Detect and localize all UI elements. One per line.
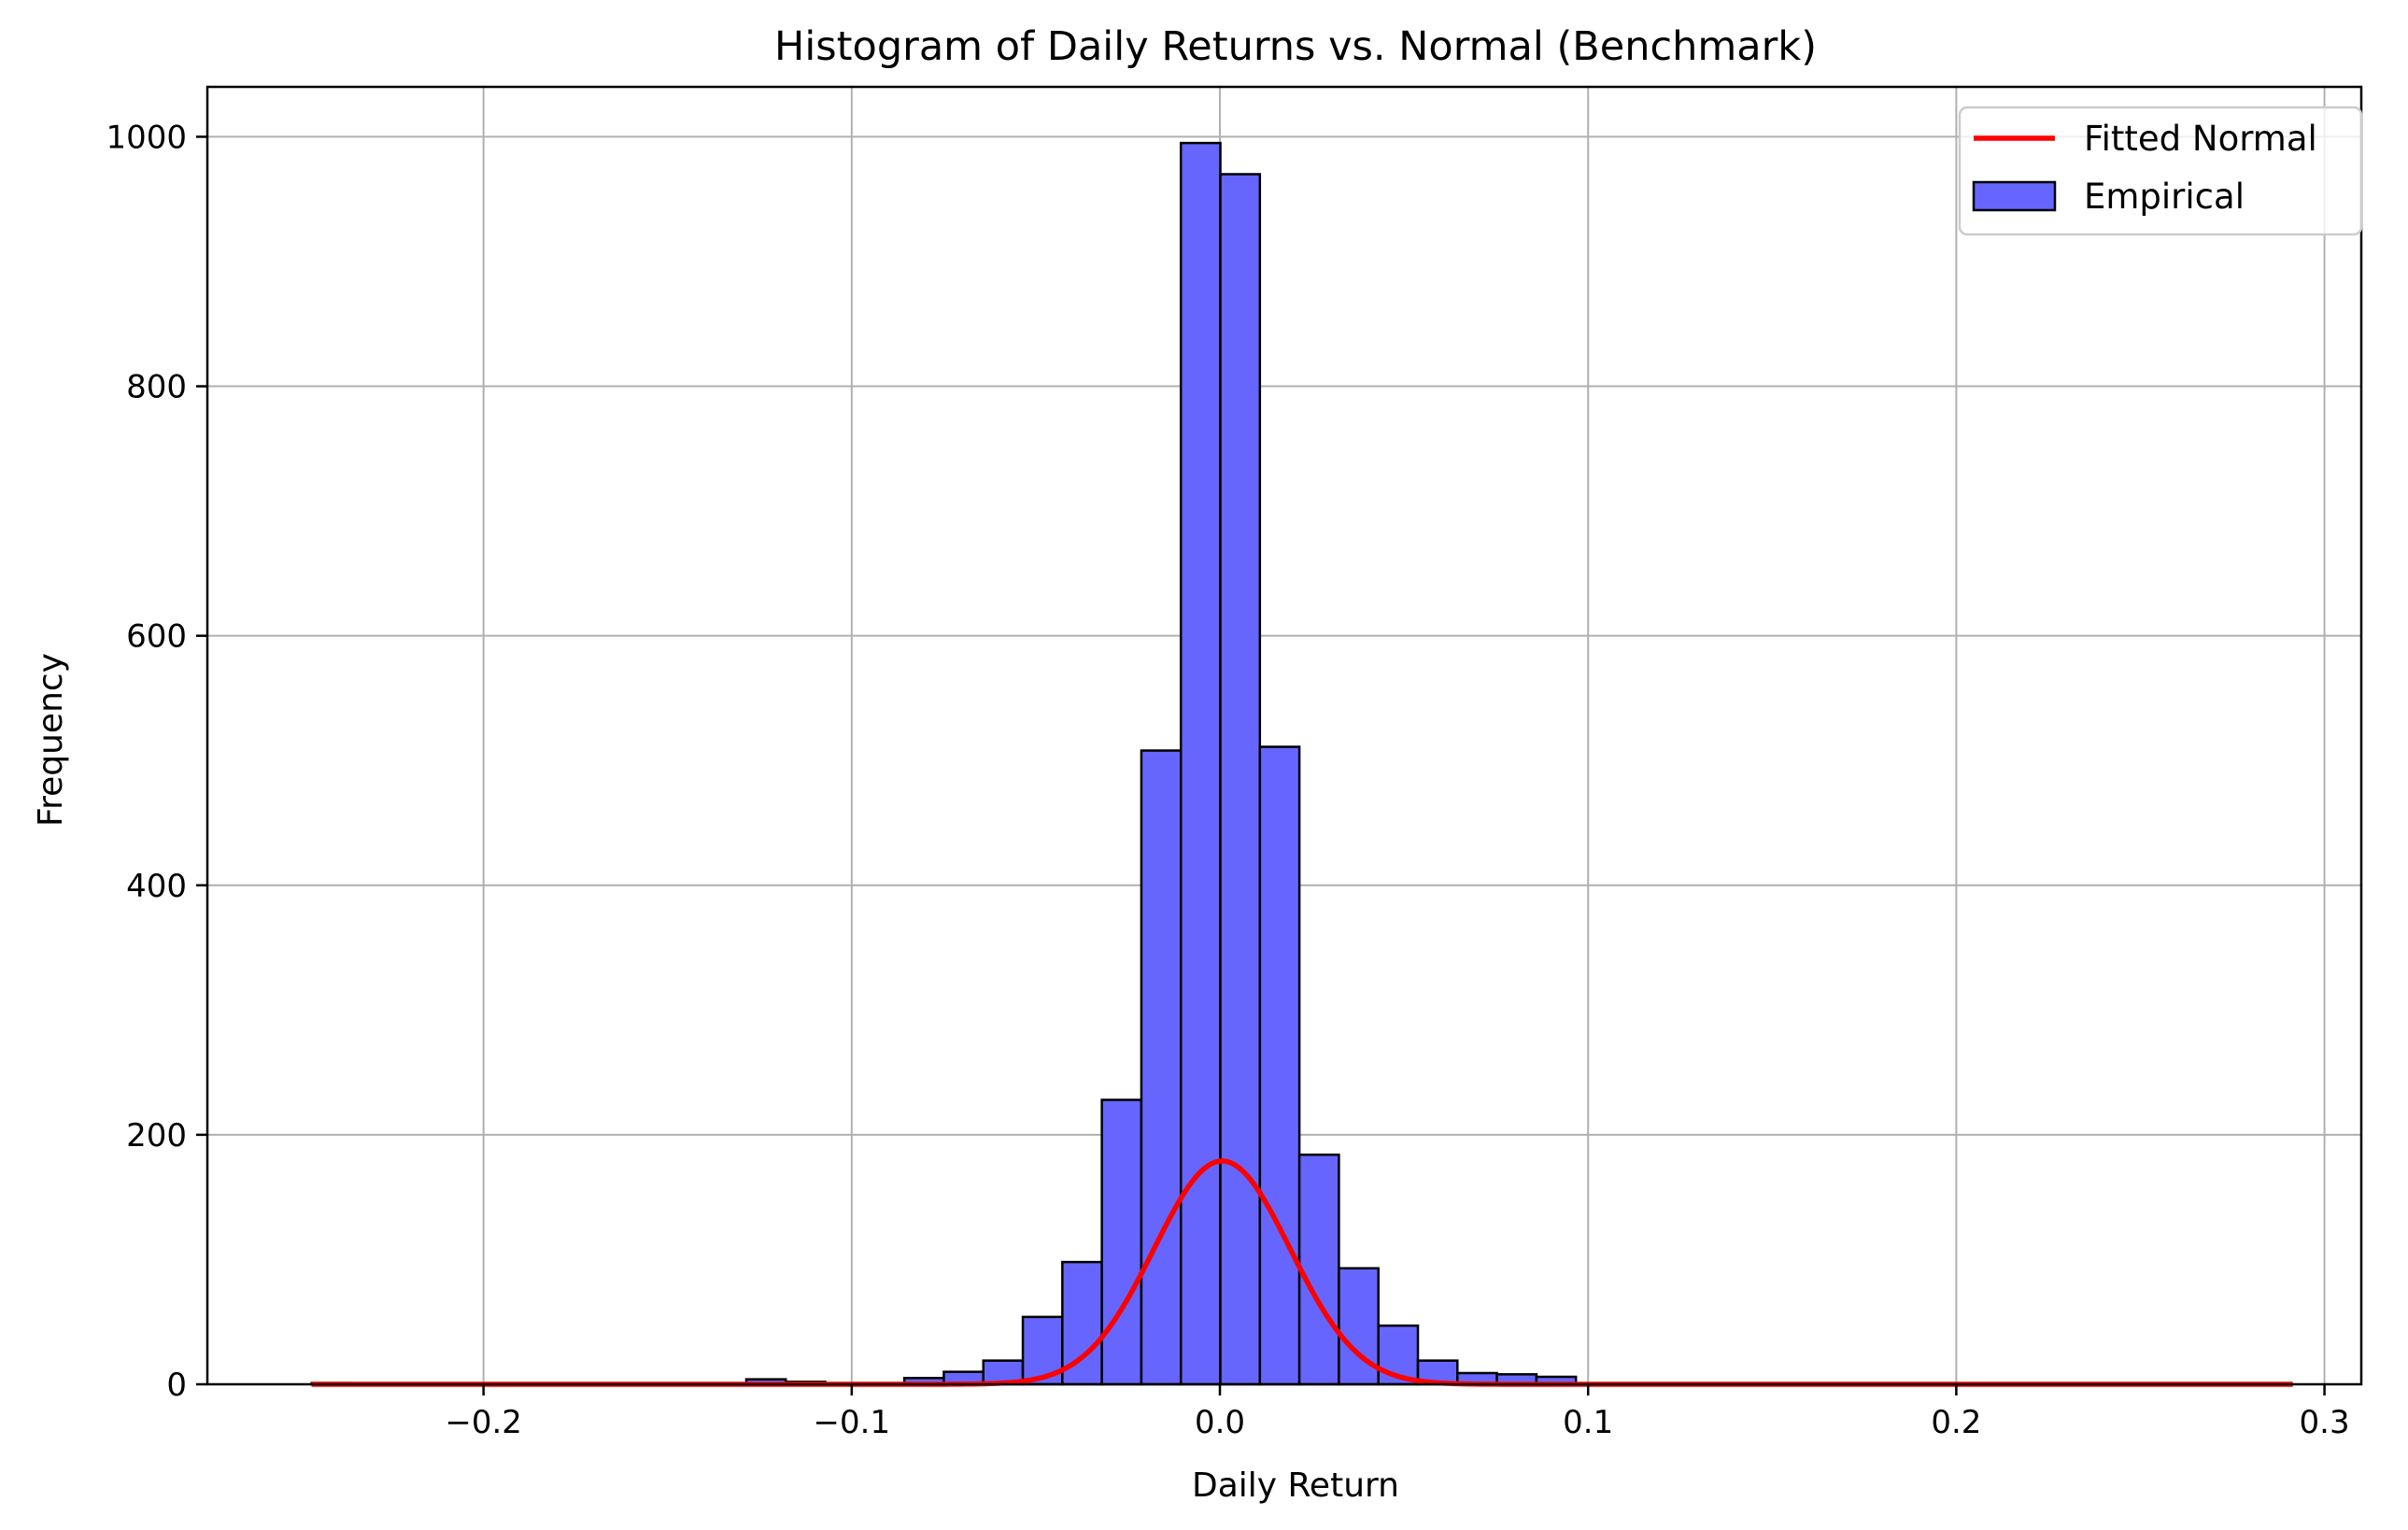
histogram-bar [1219,173,1262,1386]
histogram-bar [1100,1098,1143,1386]
legend-label-empirical: Empirical [2084,177,2245,217]
y-tick-label: 800 [126,369,187,406]
histogram-bars [310,141,1578,1386]
plot-area [205,85,2363,1387]
y-tick-label: 1000 [106,119,187,156]
legend-bar-swatch [1972,180,2057,212]
y-tick-label: 600 [126,618,187,656]
x-axis-ticks: −0.2 −0.1 0.0 0.1 0.2 0.3 [445,1384,2350,1441]
x-axis-title: Daily Return [1192,1466,1399,1505]
x-tick-label: 0.1 [1563,1404,1613,1441]
histogram-bar [1140,749,1183,1386]
y-axis-ticks: 0 200 400 600 800 1000 [106,119,207,1404]
plot-frame [205,85,2363,1386]
x-tick-label: 0.3 [2300,1404,2350,1441]
x-tick-label: −0.1 [814,1404,891,1441]
x-tick-label: −0.2 [445,1404,522,1441]
y-tick-label: 400 [126,868,187,905]
legend-frame [1958,106,2363,236]
y-axis-title: Frequency [32,653,70,827]
y-tick-label: 200 [126,1117,187,1155]
histogram-bar [1297,1154,1340,1386]
legend: Fitted Normal Empirical [1958,106,2363,236]
x-tick-label: 0.0 [1195,1404,1245,1441]
legend-label-fitted-normal: Fitted Normal [2084,119,2317,159]
histogram-bar [1258,745,1301,1386]
x-tick-label: 0.2 [1931,1404,1981,1441]
histogram-bar [1179,141,1222,1386]
chart-title: Histogram of Daily Returns vs. Normal (B… [774,23,1817,70]
y-tick-label: 0 [166,1367,187,1404]
